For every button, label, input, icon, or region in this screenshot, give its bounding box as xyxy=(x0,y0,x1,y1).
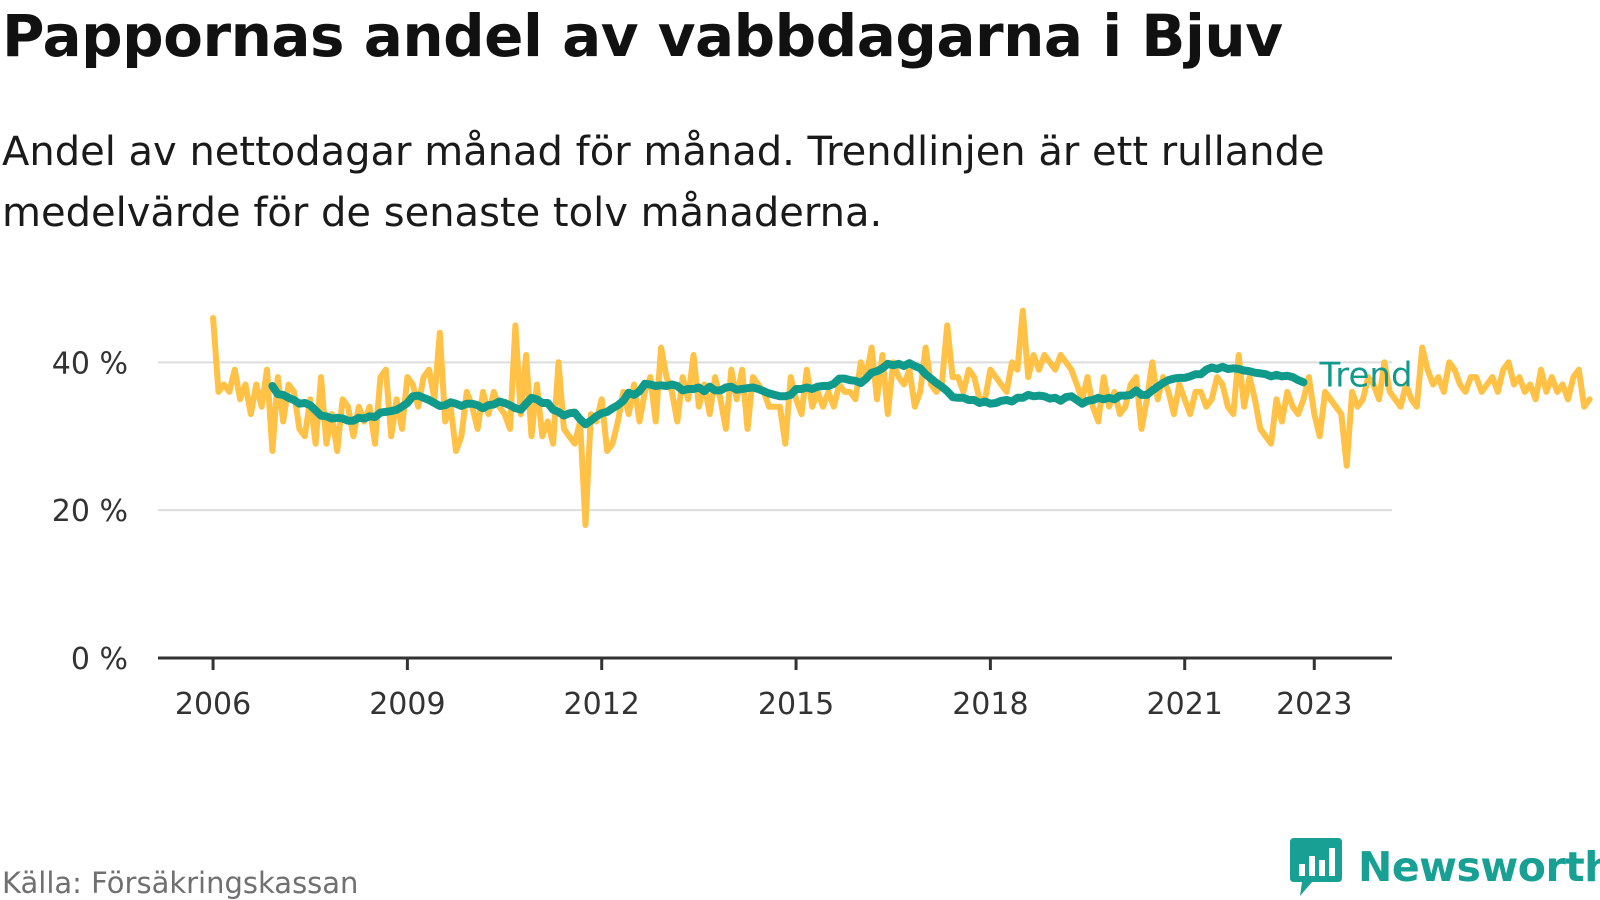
logo-bar-4 xyxy=(1329,848,1335,876)
line-chart: 0 % 20 % 40 % 2006 2009 2012 2015 2018 2021 2023… xyxy=(52,307,1593,722)
x-tick-label: 2021 xyxy=(1147,687,1223,722)
logo-bar-2 xyxy=(1309,856,1315,876)
y-tick-label: 0 % xyxy=(71,642,128,677)
bar-chart-speech-bubble-icon xyxy=(1290,838,1342,896)
chart-subtitle: Andel av nettodagar månad för månad. Tre… xyxy=(2,129,1325,236)
gridlines xyxy=(158,361,1392,512)
y-tick-label: 20 % xyxy=(52,494,128,529)
series-label-trend: Trend xyxy=(1318,355,1412,395)
x-tick-label: 2023 xyxy=(1276,687,1352,722)
y-tick-label: 40 % xyxy=(52,346,128,381)
x-tick-label: 2009 xyxy=(369,687,445,722)
logo-bar-3 xyxy=(1319,860,1325,876)
logo-text: Newsworthy xyxy=(1358,843,1600,891)
x-axis: 2006 2009 2012 2015 2018 2021 2023 xyxy=(158,656,1392,722)
y-axis-ticks: 0 % 20 % 40 % xyxy=(52,346,128,677)
source-note: Källa: Försäkringskassan xyxy=(2,866,359,900)
x-tick-label: 2012 xyxy=(564,687,640,722)
logo-bar-1 xyxy=(1299,864,1305,876)
series-lines xyxy=(210,307,1593,528)
series-labels: Per månadTrend xyxy=(1318,355,1412,395)
x-tick-label: 2018 xyxy=(952,687,1028,722)
x-tick-label: 2006 xyxy=(175,687,251,722)
series-line-per-manad xyxy=(210,307,1593,528)
chart-title: Pappornas andel av vabbdagarna i Bjuv xyxy=(2,2,1283,70)
x-tick-label: 2015 xyxy=(758,687,834,722)
series-line-trend xyxy=(268,359,1308,429)
